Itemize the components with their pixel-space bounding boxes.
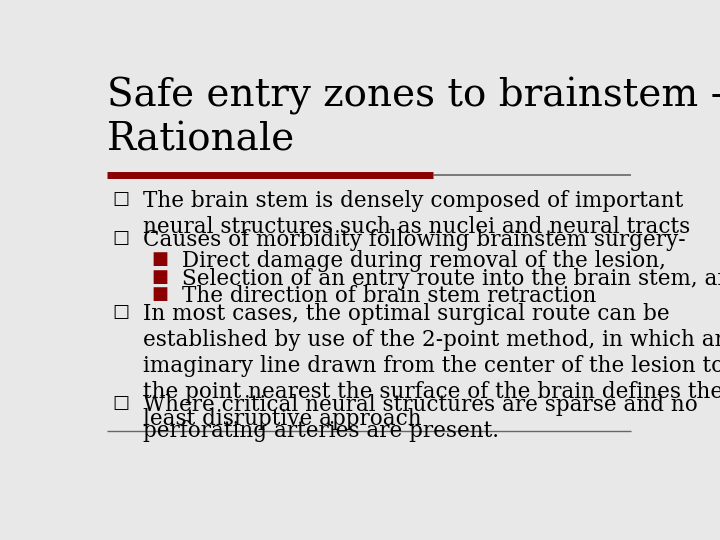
- Text: □: □: [112, 302, 130, 321]
- Text: The direction of brain stem retraction: The direction of brain stem retraction: [182, 285, 596, 307]
- Text: Selection of an entry route into the brain stem, and: Selection of an entry route into the bra…: [182, 268, 720, 290]
- Text: □: □: [112, 228, 130, 247]
- Text: ■: ■: [151, 250, 168, 268]
- Text: ■: ■: [151, 268, 168, 286]
- Text: The brain stem is densely composed of important
neural structures such as nuclei: The brain stem is densely composed of im…: [143, 190, 690, 238]
- Text: Safe entry zones to brainstem -
Rationale: Safe entry zones to brainstem - Rational…: [107, 77, 720, 158]
- Text: Direct damage during removal of the lesion,: Direct damage during removal of the lesi…: [182, 250, 666, 272]
- Text: Causes of morbidity following brainstem surgery-: Causes of morbidity following brainstem …: [143, 228, 685, 251]
- Text: □: □: [112, 394, 130, 412]
- Text: ■: ■: [151, 285, 168, 303]
- Text: In most cases, the optimal surgical route can be
established by use of the 2-poi: In most cases, the optimal surgical rout…: [143, 302, 720, 430]
- Text: Where critical neural structures are sparse and no
perforating arteries are pres: Where critical neural structures are spa…: [143, 394, 698, 442]
- Text: □: □: [112, 190, 130, 207]
